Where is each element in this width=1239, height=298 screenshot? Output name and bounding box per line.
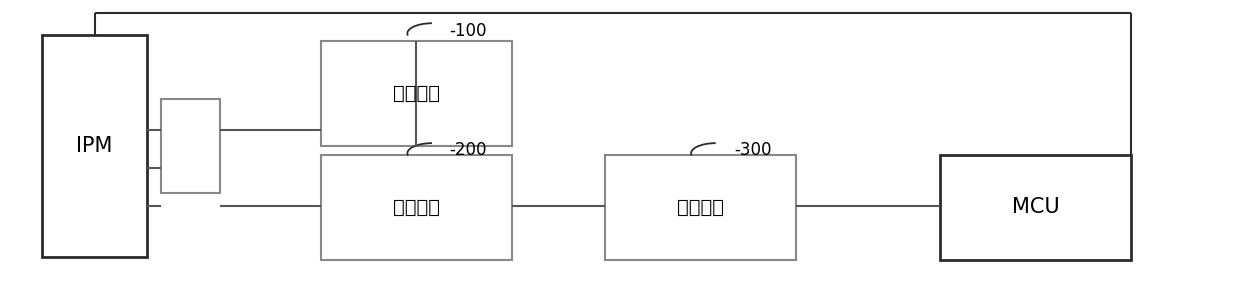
Text: MCU: MCU [1012, 198, 1059, 218]
Text: 采样电路: 采样电路 [393, 84, 440, 103]
Bar [321, 41, 512, 146]
Text: 比较电路: 比较电路 [676, 198, 724, 217]
Bar [605, 155, 795, 260]
Bar [321, 155, 512, 260]
Text: 运放电路: 运放电路 [393, 198, 440, 217]
Bar [42, 35, 147, 257]
Text: IPM: IPM [77, 136, 113, 156]
Bar [161, 99, 219, 193]
Bar [940, 155, 1131, 260]
Text: -300: -300 [735, 142, 772, 159]
Text: -200: -200 [450, 142, 487, 159]
Text: -100: -100 [450, 21, 487, 40]
